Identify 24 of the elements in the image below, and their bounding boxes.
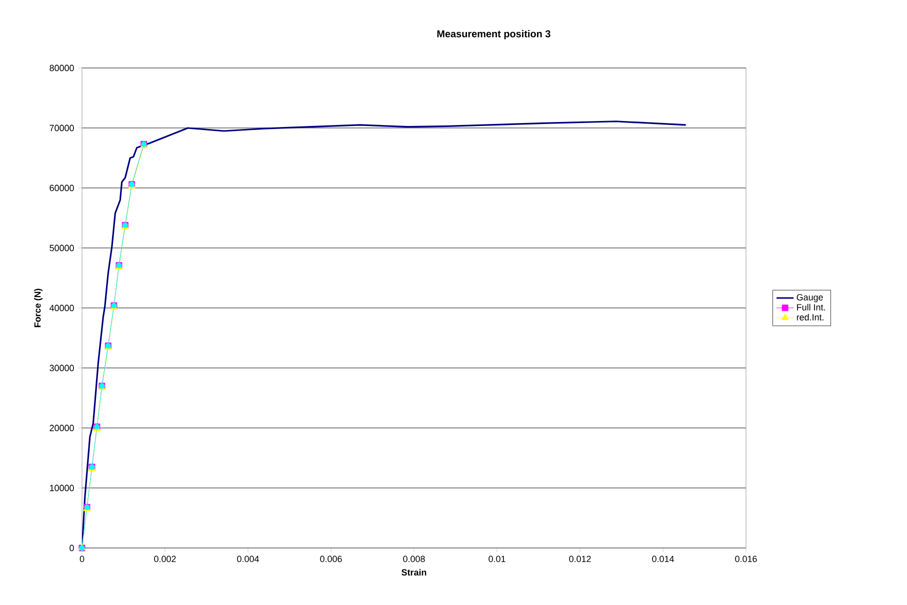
x-axis-title: Strain bbox=[402, 568, 426, 576]
legend-label: Full Int. bbox=[797, 304, 825, 310]
x-tick-label: 0.012 bbox=[569, 556, 591, 562]
y-axis-title: Force (N) bbox=[34, 288, 42, 328]
y-tick-label: 40000 bbox=[50, 304, 74, 312]
y-tick-label: 60000 bbox=[50, 184, 74, 192]
y-tick-label: 10000 bbox=[50, 484, 74, 492]
chart-title: Measurement position 3 bbox=[437, 30, 550, 40]
y-tick-label: 0 bbox=[70, 544, 74, 552]
x-tick-label: 0.006 bbox=[320, 556, 342, 562]
legend-label: Gauge bbox=[796, 294, 823, 302]
x-tick-label: 0.014 bbox=[652, 556, 674, 562]
x-tick-label: 0.008 bbox=[403, 556, 425, 562]
legend-label: red.Int. bbox=[796, 314, 824, 320]
x-tick-label: 0 bbox=[80, 556, 84, 562]
y-tick-label: 70000 bbox=[50, 124, 74, 132]
y-tick-label: 30000 bbox=[50, 364, 74, 372]
y-tick-label: 80000 bbox=[50, 64, 74, 72]
x-tick-label: 0.002 bbox=[154, 556, 176, 562]
y-tick-label: 20000 bbox=[50, 424, 74, 432]
x-tick-label: 0.004 bbox=[237, 556, 259, 562]
x-tick-label: 0.016 bbox=[735, 556, 757, 562]
y-tick-label: 50000 bbox=[50, 244, 74, 252]
x-tick-label: 0.01 bbox=[488, 556, 506, 562]
